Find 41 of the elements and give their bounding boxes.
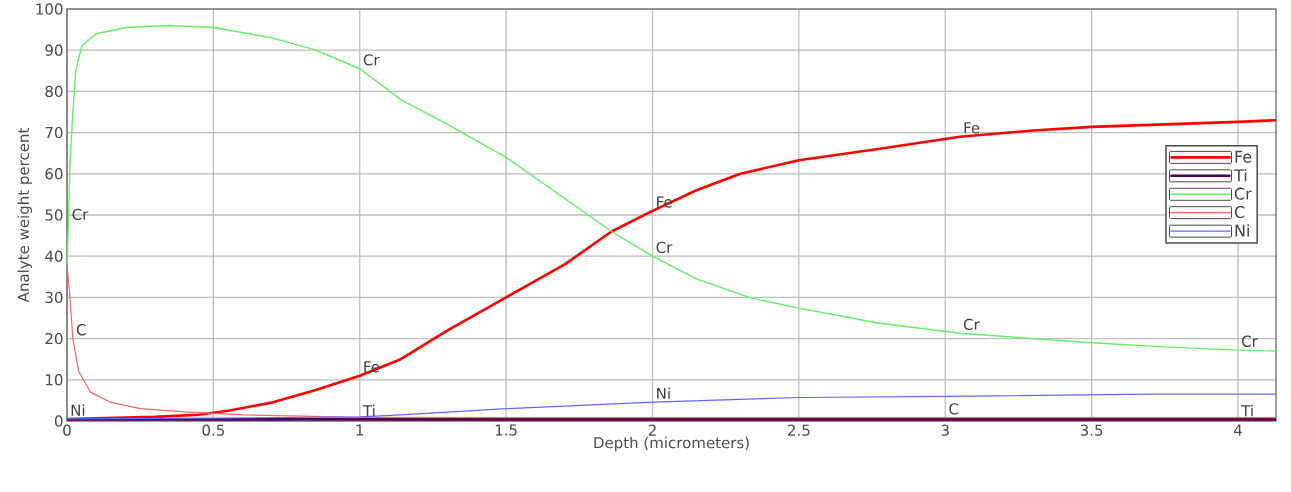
legend-label: Cr xyxy=(1234,187,1252,200)
legend-label: Ti xyxy=(1233,168,1247,182)
annotation: Cr xyxy=(72,208,89,221)
x-tick-label: 0.5 xyxy=(202,424,224,436)
y-tick-label: 80 xyxy=(45,85,63,98)
y-axis-title: Analyte weight percent xyxy=(17,128,33,303)
annotation: C xyxy=(949,403,959,415)
y-tick-label: 70 xyxy=(45,126,63,139)
annotation: Cr xyxy=(963,318,980,331)
x-tick-label: 3.5 xyxy=(1080,424,1103,436)
x-tick-label: 0 xyxy=(63,424,71,436)
y-tick-label: 100 xyxy=(36,3,63,15)
x-tick-label: 4 xyxy=(1233,424,1242,436)
x-tick-label: 1 xyxy=(356,424,364,436)
legend-label: Ni xyxy=(1235,224,1249,237)
line-series xyxy=(66,24,1277,352)
y-tick-label: 60 xyxy=(45,168,63,180)
annotation: Fe xyxy=(364,361,380,373)
annotation: Cr xyxy=(363,54,380,66)
x-tick-label: 1.5 xyxy=(495,424,517,436)
y-tick-label: 50 xyxy=(45,209,63,221)
x-tick-label: 2 xyxy=(648,424,656,436)
y-tick-label: 40 xyxy=(45,250,63,262)
x-tick-label: 2.5 xyxy=(788,424,810,436)
legend-label: Fe xyxy=(1235,150,1252,163)
y-tick-label: 20 xyxy=(45,332,63,345)
y-tick-label: 90 xyxy=(45,44,63,56)
annotation: Ni xyxy=(657,387,670,399)
legend-label: C xyxy=(1234,205,1245,219)
annotation: Fe xyxy=(964,122,980,134)
annotation: Ti xyxy=(1241,404,1253,417)
y-tick-label: 10 xyxy=(46,374,63,386)
x-axis-title: Depth (micrometers) xyxy=(594,436,749,452)
annotation: C xyxy=(76,324,86,336)
y-tick-label: 30 xyxy=(45,291,63,304)
annotation: Cr xyxy=(656,241,673,254)
annotation: Cr xyxy=(1242,335,1258,347)
y-tick-label: 0 xyxy=(54,415,63,427)
annotation: Ti xyxy=(362,404,375,417)
x-tick-label: 3 xyxy=(941,424,949,436)
annotation: Ni xyxy=(71,404,85,416)
